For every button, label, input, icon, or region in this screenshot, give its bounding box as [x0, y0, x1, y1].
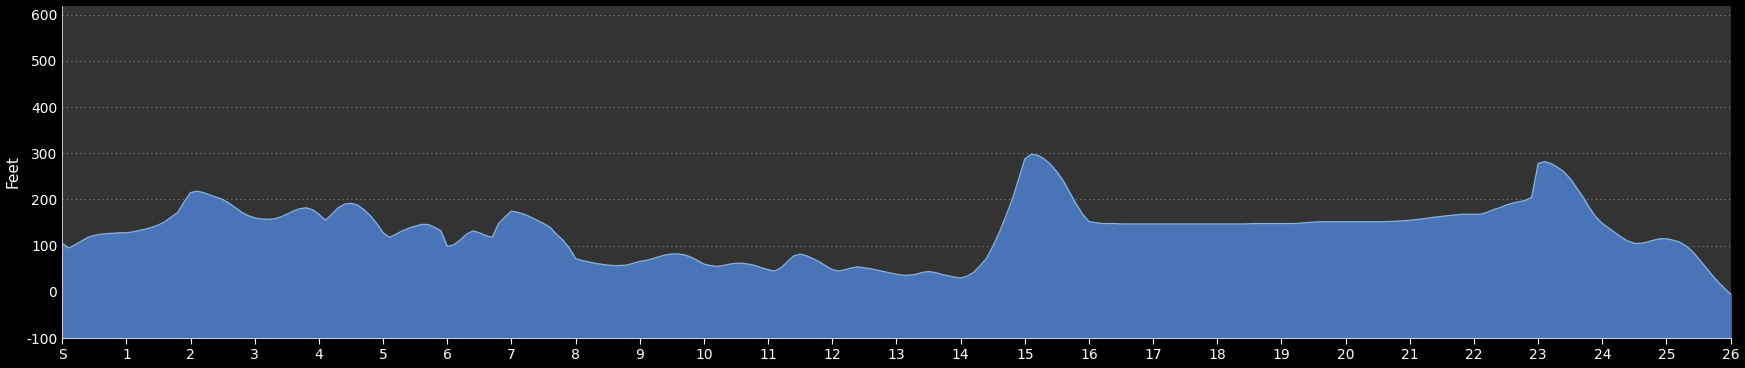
Y-axis label: Feet: Feet	[5, 155, 21, 188]
